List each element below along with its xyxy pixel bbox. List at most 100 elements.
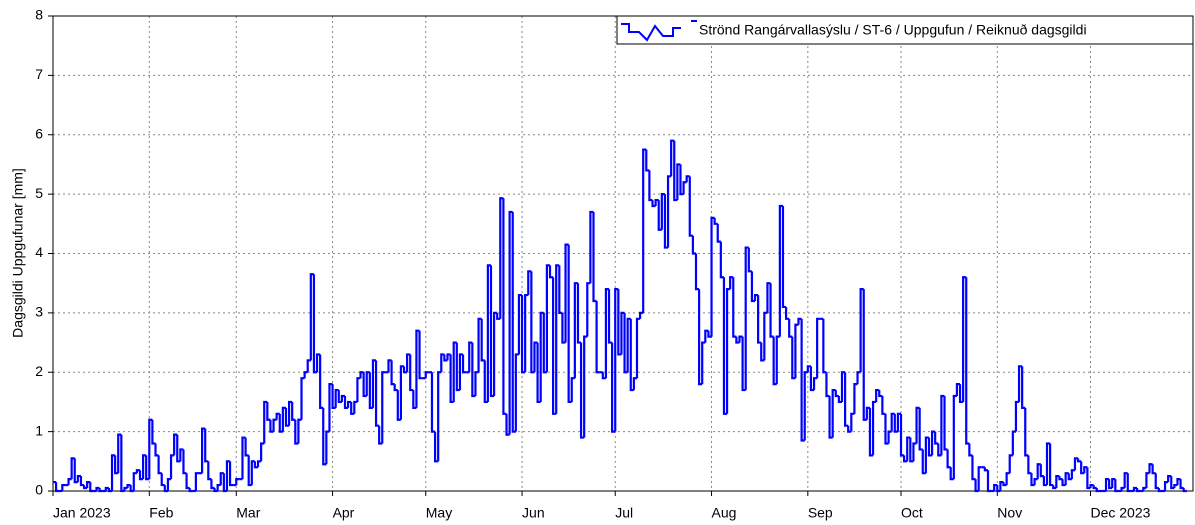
step-segment [247,455,252,487]
step-segment [1005,472,1010,486]
step-segment [76,475,81,483]
step-segment [722,277,728,415]
step-segment [356,377,361,402]
x-tick-label: Jan 2023 [53,505,111,521]
step-segment [1126,473,1131,493]
step-segment [561,312,566,344]
x-tick-label: Jun [522,505,545,521]
step-segment [381,371,386,444]
step-segment [1036,463,1041,480]
legend-box [616,15,1194,45]
step-segment [570,377,575,402]
step-segment [524,293,529,373]
step-segment [256,460,262,468]
step-segment [635,317,641,379]
step-segment [185,473,190,490]
step-segment [567,244,572,404]
step-segment [309,273,314,361]
step-segment [353,400,358,414]
step-segment [424,371,429,379]
step-segment [741,336,746,392]
step-segment [433,431,439,463]
step-segment [1092,485,1097,490]
y-axis-label: Dagsgildi Uppgufunar [mm] [10,168,26,338]
step-segment [871,400,877,456]
step-segment [735,336,740,344]
step-segment [632,377,637,391]
step-segment [194,472,199,491]
y-tick-label: 4 [35,244,43,260]
y-tick-label: 7 [35,66,43,82]
step-segment [449,354,454,404]
step-segment [629,318,634,392]
step-segment [1154,473,1159,490]
x-tick-label: Mar [236,505,260,521]
step-segment [921,449,926,475]
y-tick-label: 3 [35,304,43,320]
x-tick-label: Oct [901,505,923,521]
y-tick-label: 6 [35,125,43,141]
step-segment [89,482,94,493]
step-segment [1179,479,1184,490]
step-segment [791,336,796,380]
x-tick-label: May [426,505,452,521]
step-segment [1167,475,1172,483]
step-segment [350,401,355,415]
step-segment [1061,479,1066,487]
x-tick-label: Dec 2023 [1090,505,1150,521]
step-segment [809,366,815,392]
y-tick-label: 0 [35,482,43,498]
step-segment [958,384,964,404]
step-segment [114,455,119,475]
step-segment [828,396,833,439]
step-segment [210,479,215,490]
y-tick-label: 1 [35,422,43,438]
step-segment [98,488,103,493]
step-segment [73,458,78,484]
y-tick-label: 5 [35,185,43,201]
step-segment [1114,479,1119,493]
step-segment [61,483,66,491]
step-segment [586,282,591,337]
step-segment [284,407,290,427]
step-segment [461,354,467,374]
legend-label: Strönd Rangárvallasýslu / ST-6 / Uppgufu… [699,22,1087,38]
step-segment [601,372,606,380]
step-segment [673,140,678,202]
step-segment [1002,482,1007,487]
step-segment [1095,488,1100,493]
step-segment [903,455,908,463]
step-segment [235,478,240,486]
step-segment [595,301,600,374]
y-tick-label: 2 [35,363,43,379]
step-segment [1070,469,1075,480]
step-segment [986,470,992,493]
step-segment [666,175,672,248]
step-segment [1145,472,1150,489]
step-segment [812,377,818,391]
step-segment [1157,488,1162,493]
step-segment [337,390,342,404]
step-segment [1080,461,1085,475]
step-segment [1030,473,1035,487]
step-segment [499,197,504,319]
x-tick-label: Nov [997,505,1022,521]
step-segment [505,413,510,436]
step-segment [496,312,501,320]
step-segment [95,486,100,491]
step-segment [1173,483,1178,489]
step-segment [663,194,669,249]
step-segment [228,461,234,487]
step-segment [909,437,914,463]
step-segment [418,330,423,380]
step-segment [1132,486,1138,491]
step-segment [701,341,706,385]
step-segment [977,466,982,491]
step-segment [1148,463,1153,474]
step-segment [201,427,206,474]
step-segment [132,472,137,491]
y-tick-label: 8 [35,7,43,23]
step-segment [816,317,821,379]
step-segment [579,342,585,439]
